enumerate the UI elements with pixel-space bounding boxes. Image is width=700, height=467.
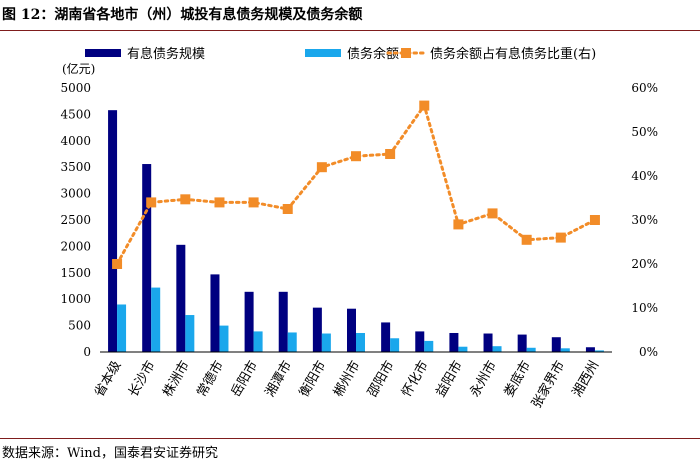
bar-interest-debt [108, 110, 118, 353]
y-tick-label: 2500 [60, 213, 91, 227]
y-tick-label: 1000 [60, 292, 91, 306]
bar-debt-balance [151, 287, 161, 352]
legend-label: 债务余额 [347, 46, 399, 62]
x-tick-label: 张家界市 [528, 358, 568, 411]
y-tick-label: 2000 [60, 239, 91, 253]
y-tick-label: 0 [83, 345, 91, 359]
ratio-point [214, 197, 225, 208]
ratio-point [351, 151, 361, 162]
bar-debt-balance [424, 340, 434, 352]
bar-interest-debt [517, 334, 527, 352]
bar-debt-balance [185, 315, 195, 352]
ratio-point [419, 100, 430, 111]
x-tick-label: 岳阳市 [228, 358, 261, 400]
bar-debt-balance [117, 304, 127, 352]
x-tick-label: 娄底市 [501, 358, 534, 400]
bar-debt-balance [526, 347, 536, 352]
bar-interest-debt [449, 332, 459, 352]
chart: 0 500 1000 1500 2000 2500 3000 3500 4000 4500 5000… [60, 46, 658, 411]
ratio-point [453, 219, 464, 230]
legend-label: 债务余额占有息债务比重(右) [430, 46, 596, 62]
source-divider [0, 438, 700, 439]
bar-interest-debt [244, 291, 254, 352]
y2-tick-label: 50% [631, 125, 658, 139]
x-tick-label: 衡阳市 [296, 358, 329, 400]
bar-debt-balance [219, 325, 229, 352]
y2-tick-label: 60% [631, 81, 658, 95]
y-tick-label: 500 [68, 319, 91, 333]
bar-interest-debt [551, 337, 561, 352]
legend-swatch [85, 49, 121, 57]
y2-tick-label: 40% [631, 169, 658, 183]
x-tick-label: 郴州市 [330, 358, 363, 400]
x-tick-label: 常德市 [194, 358, 227, 400]
x-tick-label: 永州市 [467, 358, 500, 400]
x-tick-label: 株洲市 [159, 358, 192, 400]
ratio-point [180, 194, 191, 205]
x-tick-label: 益阳市 [432, 358, 465, 400]
bar-interest-debt [142, 164, 152, 352]
bar-interest-debt [176, 244, 186, 352]
legend-label: 有息债务规模 [127, 46, 205, 62]
figure-title: 图 12：湖南省各地市（州）城投有息债务规模及债务余额 [2, 7, 363, 23]
legend-swatch [305, 49, 341, 57]
y-tick-label: 4500 [60, 107, 91, 121]
y-tick-label: 1500 [60, 266, 91, 280]
y-axis-unit: (亿元) [62, 61, 95, 76]
bar-interest-debt [347, 308, 356, 352]
ratio-point [112, 259, 123, 269]
y-tick-label: 4000 [60, 134, 91, 148]
ratio-point [521, 234, 532, 245]
bar-debt-balance [458, 346, 468, 352]
y2-tick-label: 30% [631, 213, 658, 227]
ratio-point [282, 204, 293, 214]
bar-debt-balance [321, 333, 331, 352]
bar-interest-debt [483, 333, 493, 352]
ratio-point [248, 197, 259, 208]
y-tick-label: 3500 [60, 160, 91, 174]
bar-interest-debt [381, 322, 391, 352]
ratio-point [385, 149, 396, 159]
ratio-point [487, 208, 498, 219]
x-tick-label: 长沙市 [125, 358, 158, 400]
ratio-point [146, 197, 157, 208]
y2-tick-label: 0% [639, 345, 658, 359]
bar-debt-balance [253, 331, 263, 352]
bar-debt-balance [287, 332, 297, 352]
y2-tick-label: 10% [631, 301, 658, 315]
legend-marker [401, 48, 411, 58]
x-tick-label: 湘西州 [570, 359, 602, 400]
ratio-point [589, 215, 600, 225]
data-source-note: 数据来源：Wind，国泰君安证券研究 [2, 446, 218, 461]
x-tick-label: 怀化市 [398, 358, 431, 400]
bar-interest-debt [415, 331, 425, 352]
title-divider [0, 30, 700, 31]
ratio-point [316, 162, 327, 173]
x-tick-label: 省本级 [92, 359, 124, 400]
bar-interest-debt [312, 307, 322, 352]
y-tick-label: 5000 [60, 81, 91, 95]
bar-interest-debt [278, 291, 288, 352]
bar-debt-balance [594, 350, 604, 352]
bar-debt-balance [492, 346, 502, 352]
y-tick-label: 3000 [60, 187, 91, 201]
bar-interest-debt [210, 274, 220, 352]
x-tick-label: 邵阳市 [364, 358, 397, 400]
bar-interest-debt [585, 347, 595, 352]
bar-debt-balance [560, 348, 570, 352]
bar-debt-balance [356, 332, 365, 352]
y2-tick-label: 20% [631, 257, 658, 271]
bar-debt-balance [390, 338, 400, 352]
ratio-point [555, 232, 566, 243]
x-tick-label: 湘潭市 [262, 358, 295, 400]
